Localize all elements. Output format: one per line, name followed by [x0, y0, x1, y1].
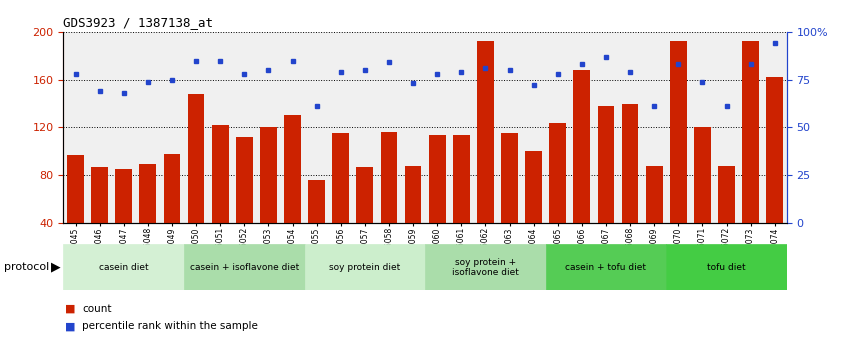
- Bar: [525, 152, 542, 223]
- Bar: [574, 70, 591, 223]
- Bar: [188, 94, 205, 223]
- Text: GDS3923 / 1387138_at: GDS3923 / 1387138_at: [63, 16, 213, 29]
- Bar: [305, 244, 425, 290]
- Bar: [115, 169, 132, 223]
- Bar: [666, 244, 787, 290]
- Bar: [91, 167, 108, 223]
- Bar: [718, 166, 735, 223]
- Bar: [260, 127, 277, 223]
- Text: ■: ■: [65, 321, 75, 331]
- Text: soy protein diet: soy protein diet: [329, 263, 400, 272]
- Bar: [140, 165, 157, 223]
- Bar: [308, 180, 325, 223]
- Bar: [501, 133, 518, 223]
- Text: soy protein +
isoflavone diet: soy protein + isoflavone diet: [452, 258, 519, 277]
- Text: ■: ■: [65, 303, 75, 314]
- Bar: [404, 166, 421, 223]
- Bar: [670, 41, 687, 223]
- Bar: [453, 135, 470, 223]
- Bar: [645, 166, 662, 223]
- Bar: [381, 132, 398, 223]
- Bar: [429, 135, 446, 223]
- Text: protocol: protocol: [4, 262, 49, 272]
- Bar: [212, 125, 228, 223]
- Bar: [236, 137, 253, 223]
- Bar: [694, 127, 711, 223]
- Text: casein + isoflavone diet: casein + isoflavone diet: [190, 263, 299, 272]
- Text: ▶: ▶: [51, 261, 61, 274]
- Bar: [356, 167, 373, 223]
- Text: tofu diet: tofu diet: [707, 263, 746, 272]
- Bar: [332, 133, 349, 223]
- Bar: [742, 41, 759, 223]
- Text: count: count: [82, 303, 112, 314]
- Bar: [63, 244, 184, 290]
- Bar: [597, 106, 614, 223]
- Text: percentile rank within the sample: percentile rank within the sample: [82, 321, 258, 331]
- Bar: [766, 77, 783, 223]
- Bar: [477, 41, 494, 223]
- Bar: [284, 115, 301, 223]
- Bar: [184, 244, 305, 290]
- Bar: [622, 104, 639, 223]
- Bar: [546, 244, 667, 290]
- Bar: [425, 244, 546, 290]
- Bar: [549, 123, 566, 223]
- Bar: [67, 155, 84, 223]
- Text: casein + tofu diet: casein + tofu diet: [565, 263, 646, 272]
- Bar: [163, 154, 180, 223]
- Text: casein diet: casein diet: [99, 263, 149, 272]
